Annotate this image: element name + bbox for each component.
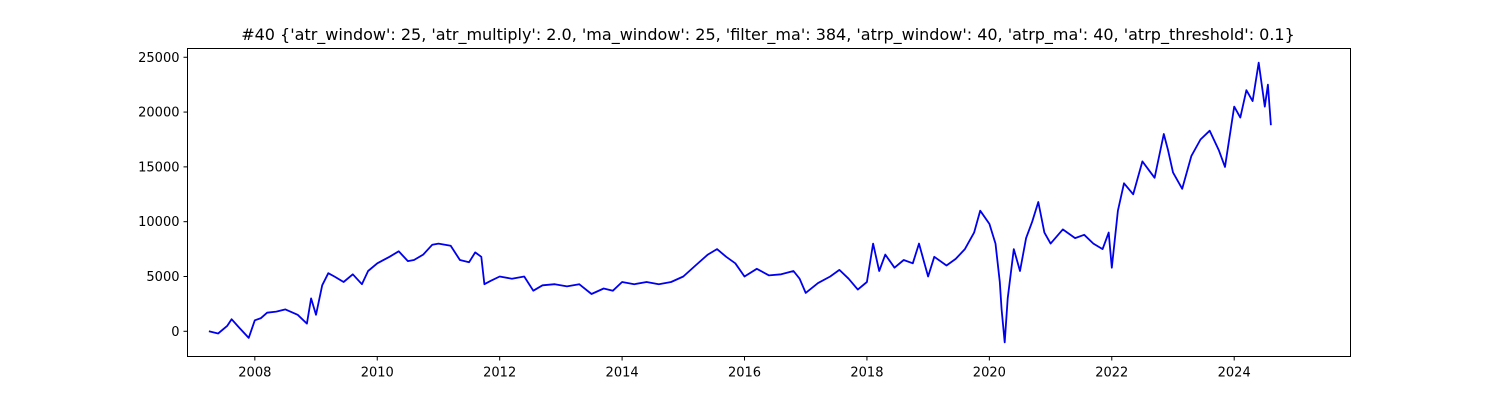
y-tick-label: 15000	[138, 160, 179, 175]
chart-title: #40 {'atr_window': 25, 'atr_multiply': 2…	[241, 25, 1295, 45]
x-axis: 2008 2010 2012 2014 2016 2018 2020 2022 2024	[238, 356, 1251, 381]
x-tick-label: 2010	[361, 366, 394, 381]
plot-series	[208, 61, 1272, 344]
y-tick-label: 25000	[138, 51, 179, 66]
x-tick-label: 2016	[728, 366, 761, 381]
plot-frame	[187, 48, 1351, 357]
x-tick-label: 2022	[1095, 366, 1128, 381]
x-tick-label: 2020	[973, 366, 1006, 381]
y-tick-label: 0	[171, 325, 179, 340]
x-tick-label: 2014	[606, 366, 639, 381]
y-tick-label: 5000	[146, 270, 179, 285]
x-tick-label: 2018	[850, 366, 883, 381]
y-tick-label: 10000	[138, 215, 179, 230]
x-tick-label: 2024	[1218, 366, 1251, 381]
x-tick-label: 2012	[483, 366, 516, 381]
y-axis: 0 5000 10000 15000 20000 25000	[138, 51, 188, 340]
y-tick-label: 20000	[138, 106, 179, 121]
series-line-0	[208, 61, 1272, 344]
x-tick-label: 2008	[238, 366, 271, 381]
